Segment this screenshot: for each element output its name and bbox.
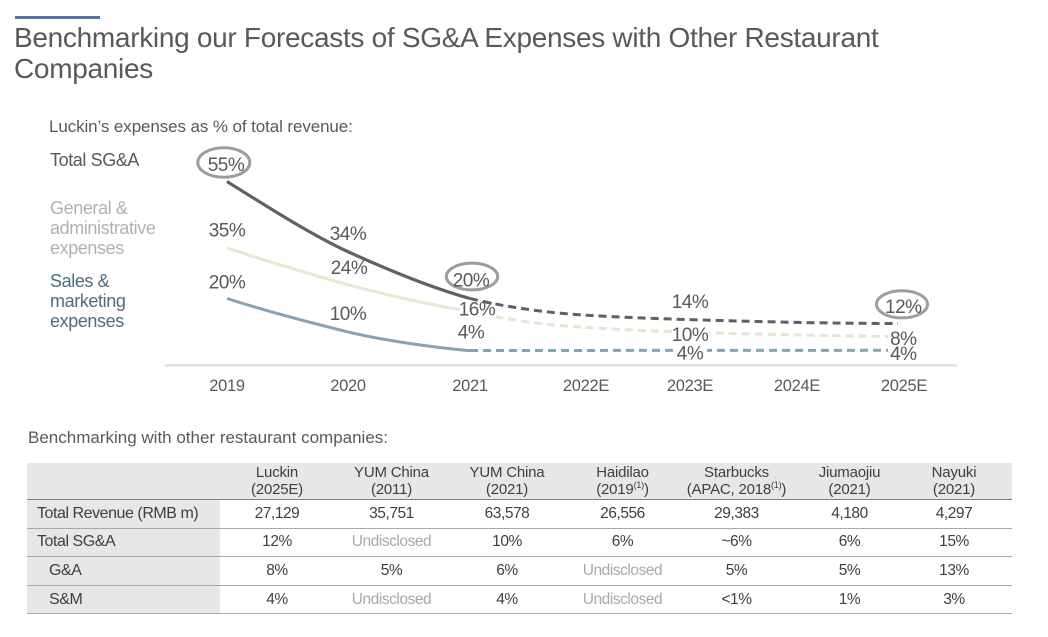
svg-text:16%: 16% [459,300,496,321]
svg-text:4%: 4% [458,323,485,344]
svg-text:2024E: 2024E [774,377,821,395]
svg-text:55%: 55% [208,155,245,176]
svg-text:2023E: 2023E [667,377,714,395]
svg-text:2025E: 2025E [881,377,928,395]
svg-text:24%: 24% [331,258,368,279]
svg-text:10%: 10% [330,304,367,325]
svg-text:34%: 34% [330,224,367,245]
svg-text:35%: 35% [209,221,246,242]
svg-text:2020: 2020 [330,377,366,395]
svg-text:2021: 2021 [452,377,488,395]
svg-text:10%: 10% [672,325,709,346]
svg-text:20%: 20% [453,271,490,292]
svg-text:20%: 20% [209,273,246,294]
svg-text:4%: 4% [677,344,704,365]
svg-text:8%: 8% [890,329,917,350]
svg-text:12%: 12% [885,297,922,318]
svg-text:14%: 14% [672,292,709,313]
svg-text:2019: 2019 [209,377,245,395]
svg-text:4%: 4% [890,344,917,365]
svg-text:2022E: 2022E [563,377,610,395]
